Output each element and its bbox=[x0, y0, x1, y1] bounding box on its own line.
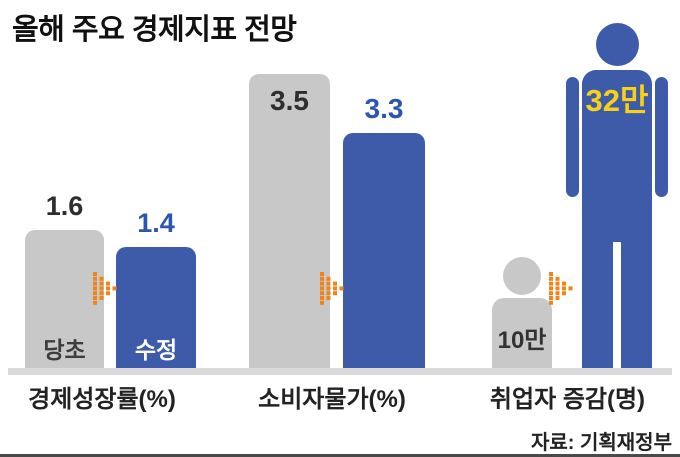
category-label-cpi: 소비자물가(%) bbox=[258, 386, 406, 413]
legend-original-label: 당초 bbox=[43, 337, 86, 363]
bar-cpi-revised bbox=[343, 133, 425, 368]
page-title: 올해 주요 경제지표 전망 bbox=[12, 14, 297, 46]
large-person-left-leg-icon bbox=[582, 242, 613, 368]
value-jobs-original: 10만 bbox=[497, 327, 547, 354]
dotted-arrow-icon bbox=[320, 272, 344, 305]
dotted-arrow-icon bbox=[549, 272, 573, 305]
bar-growth-original bbox=[25, 230, 104, 368]
small-person-head-icon bbox=[503, 257, 541, 295]
value-growth-revised: 1.4 bbox=[137, 208, 175, 238]
value-cpi-original: 3.5 bbox=[270, 85, 309, 116]
large-person-right-leg-icon bbox=[621, 242, 652, 368]
value-cpi-revised: 3.3 bbox=[364, 93, 404, 124]
value-jobs-revised: 32만 bbox=[585, 83, 649, 118]
legend-revised-label: 수정 bbox=[134, 337, 178, 363]
large-person-torso-icon bbox=[582, 70, 652, 242]
large-person-right-arm-icon bbox=[655, 77, 668, 197]
bottom-divider bbox=[0, 454, 680, 457]
bar-cpi-original bbox=[249, 74, 330, 368]
category-label-growth: 경제성장률(%) bbox=[28, 386, 176, 413]
large-person-head-icon bbox=[596, 23, 639, 66]
value-growth-original: 1.6 bbox=[45, 191, 84, 221]
bar-growth-revised bbox=[116, 247, 196, 368]
dotted-arrow-icon bbox=[93, 272, 117, 305]
small-person-body-icon bbox=[492, 298, 552, 368]
source-credit: 자료: 기획재정부 bbox=[530, 432, 672, 454]
axis-baseline bbox=[8, 368, 672, 375]
category-label-jobs: 취업자 증감(명) bbox=[489, 386, 646, 413]
large-person-left-arm-icon bbox=[566, 77, 579, 197]
